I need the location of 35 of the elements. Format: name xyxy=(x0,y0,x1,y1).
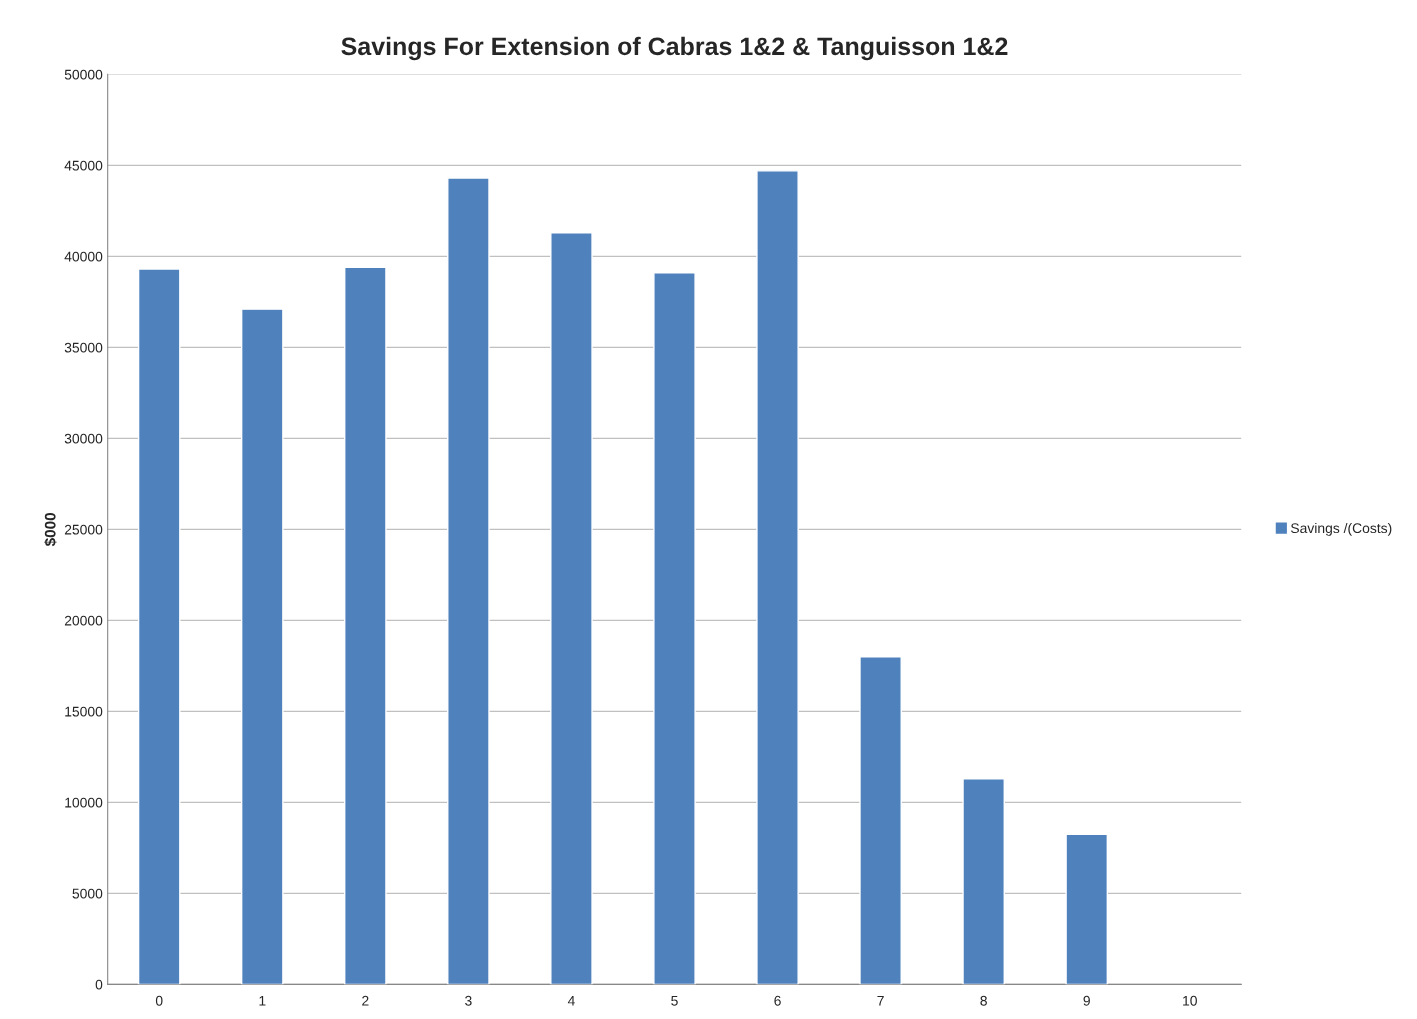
bar xyxy=(447,177,490,985)
x-tick-label: 8 xyxy=(980,995,987,1006)
bar xyxy=(550,232,593,985)
y-tick-label: 0 xyxy=(95,979,103,990)
x-tick-label: 3 xyxy=(465,995,472,1006)
legend-label: Savings /(Costs) xyxy=(1290,522,1392,536)
x-tick-label: 4 xyxy=(567,995,575,1006)
y-tick-label: 40000 xyxy=(64,251,103,262)
bar xyxy=(962,778,1005,985)
x-tick-label: 9 xyxy=(1083,995,1090,1006)
y-axis-title: $000 xyxy=(44,513,57,547)
x-tick-label: 5 xyxy=(671,995,678,1006)
bar xyxy=(344,266,387,985)
y-tick-label: 10000 xyxy=(65,797,103,808)
chart-title: Savings For Extension of Cabras 1&2 & Tanguisson 1&2 xyxy=(341,36,1008,61)
y-tick-label: 35000 xyxy=(64,342,103,353)
y-tick-label: 30000 xyxy=(64,433,103,444)
bar xyxy=(859,656,902,985)
y-tick-label: 20000 xyxy=(64,615,103,626)
bar xyxy=(653,272,696,985)
y-tick-label: 5000 xyxy=(72,888,103,899)
x-tick-label: 10 xyxy=(1183,995,1197,1006)
bar xyxy=(756,170,799,985)
bar xyxy=(137,268,181,985)
y-tick-label: 50000 xyxy=(64,69,103,80)
x-tick-label: 7 xyxy=(877,995,884,1006)
bar xyxy=(240,308,284,985)
x-tick-label: 6 xyxy=(774,995,781,1006)
y-tick-label: 15000 xyxy=(65,706,103,717)
y-tick-label: 25000 xyxy=(64,524,103,535)
x-tick-label: 0 xyxy=(155,995,163,1006)
x-tick-label: 1 xyxy=(259,995,266,1006)
x-tick-label: 2 xyxy=(362,995,369,1006)
y-tick-label: 45000 xyxy=(64,160,103,171)
bar xyxy=(1065,833,1109,985)
